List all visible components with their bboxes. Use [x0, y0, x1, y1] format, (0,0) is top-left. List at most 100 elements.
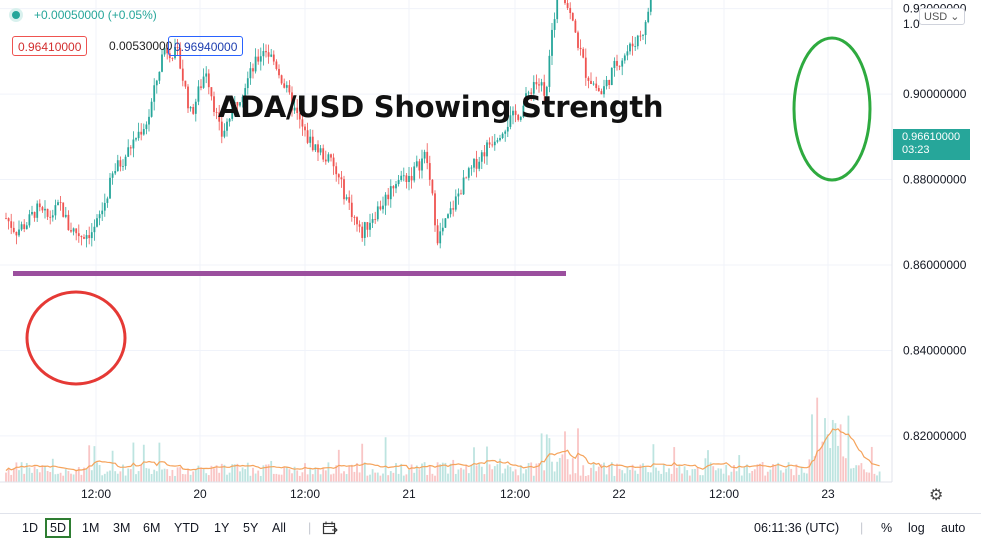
bar-countdown: 03:23	[902, 144, 930, 156]
candle-body	[254, 56, 257, 72]
volume-bar	[668, 468, 670, 482]
candle-body	[137, 131, 140, 139]
volume-bar	[813, 456, 816, 482]
buy-price-button[interactable]: 0.96940000	[168, 36, 244, 56]
volume-bar	[348, 465, 351, 482]
timeframe-1m[interactable]: 1M	[82, 521, 100, 535]
candle-body	[72, 228, 75, 232]
candle-body	[421, 158, 423, 171]
volume-bar	[525, 469, 527, 482]
candle-body	[491, 144, 494, 146]
auto-toggle[interactable]: auto	[941, 521, 966, 535]
volume-bar	[28, 467, 31, 482]
timeframe-1d[interactable]: 1D	[22, 521, 38, 535]
candle-body	[314, 144, 317, 151]
volume-bar	[241, 467, 244, 482]
volume-bar	[369, 474, 371, 482]
volume-bar	[756, 464, 759, 482]
volume-bar	[5, 472, 7, 482]
timeframe-1y[interactable]: 1Y	[214, 521, 230, 535]
volume-bar	[571, 458, 574, 482]
candle-body	[59, 202, 62, 204]
volume-bar	[623, 473, 626, 482]
volume-bar	[873, 473, 876, 482]
volume-bar	[314, 467, 317, 482]
volume-bar	[561, 454, 564, 482]
volume-bar	[431, 473, 434, 482]
percent-toggle[interactable]: %	[881, 521, 893, 535]
candle-body	[613, 60, 616, 68]
candle-body	[33, 211, 36, 218]
candle-body	[595, 83, 598, 89]
volume-bar	[473, 447, 475, 482]
volume-bar	[712, 466, 715, 482]
timeframe-ytd[interactable]: YTD	[174, 521, 199, 535]
volume-bar	[681, 473, 683, 482]
price-axis[interactable]: 1.000000000.980000000.960000000.94000000…	[903, 0, 967, 443]
candle-body	[265, 51, 267, 53]
volume-bar	[395, 463, 397, 482]
timeframe-3m[interactable]: 3M	[113, 521, 131, 535]
volume-bar	[408, 469, 410, 482]
volume-bar	[449, 463, 452, 482]
volume-bar	[811, 414, 813, 482]
volume-bar	[590, 467, 592, 482]
candle-body	[88, 235, 91, 239]
volume-bar	[720, 468, 722, 482]
time-axis[interactable]: 12:00 20 12:00 21 12:00 22 12:00 23	[81, 487, 835, 501]
volume-bar	[366, 475, 369, 482]
volume-bar	[387, 475, 390, 482]
timeframe-6m[interactable]: 6M	[143, 521, 161, 535]
time-tick-label: 12:00	[81, 487, 111, 501]
utc-clock[interactable]: 06:11:36 (UTC)	[754, 521, 840, 535]
candle-body	[119, 160, 122, 167]
volume-bar	[603, 462, 605, 482]
gear-icon[interactable]: ⚙	[929, 487, 944, 504]
volume-bar	[486, 446, 488, 482]
volume-bar	[608, 464, 611, 482]
volume-bar	[634, 470, 637, 482]
volume-bar	[852, 467, 855, 482]
market-status-dot	[12, 11, 20, 19]
volume-bar	[252, 467, 254, 482]
log-toggle[interactable]: log	[908, 521, 925, 535]
volume-bar	[119, 471, 122, 482]
currency-selector[interactable]: USD ⌄	[919, 8, 965, 25]
volume-bar	[860, 463, 863, 482]
candle-body	[426, 151, 429, 164]
candle-body	[161, 54, 163, 72]
candle-body	[241, 96, 244, 103]
candle-body	[634, 46, 637, 47]
volume-bar	[291, 473, 293, 482]
volume-bar	[764, 475, 767, 482]
volume-bar	[270, 460, 273, 482]
volume-bar	[57, 473, 59, 482]
sell-price-button[interactable]: 0.96410000	[12, 36, 88, 56]
volume-bar	[31, 472, 33, 482]
volume-bar	[145, 468, 148, 482]
candle-body	[486, 142, 488, 157]
volume-bar	[96, 462, 98, 482]
volume-bar	[512, 471, 514, 482]
candle-body	[608, 79, 611, 86]
volume-bar	[660, 473, 663, 482]
candle-body	[512, 110, 514, 116]
volume-bar	[730, 471, 733, 482]
candle-body	[460, 193, 462, 195]
volume-bar	[85, 468, 88, 482]
volume-bar	[129, 469, 132, 482]
candle-body	[291, 92, 293, 111]
date-range-icon[interactable]	[322, 521, 338, 539]
volume-bar	[790, 468, 793, 482]
volume-bar	[83, 467, 85, 482]
timeframe-all[interactable]: All	[272, 521, 286, 535]
volume-bar	[509, 466, 512, 482]
volume-bar	[358, 472, 361, 482]
timeframe-5d[interactable]: 5D	[45, 518, 71, 538]
timeframe-5y[interactable]: 5Y	[243, 521, 259, 535]
volume-bar	[566, 459, 569, 482]
volume-bar	[174, 475, 176, 482]
volume-bar	[462, 469, 465, 482]
candle-body	[77, 233, 80, 237]
